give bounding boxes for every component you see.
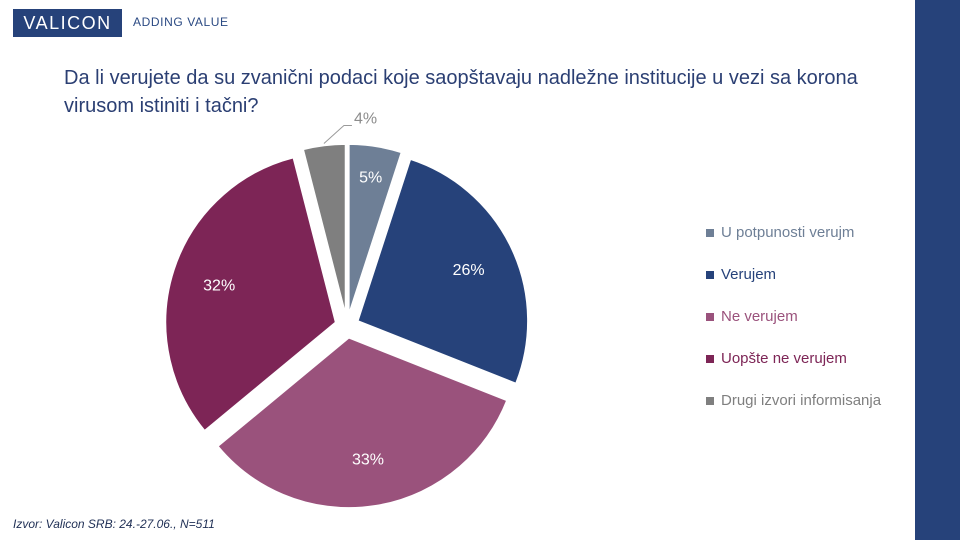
- chart-question-title: Da li verujete da su zvanični podaci koj…: [64, 67, 858, 117]
- data-label-1: 26%: [453, 262, 485, 279]
- legend-label-4: Drugi izvori informisanja: [721, 392, 882, 409]
- legend-item-1: Verujem: [706, 264, 906, 285]
- legend-swatch-0: [706, 229, 714, 237]
- legend-swatch-1: [706, 271, 714, 279]
- data-label-2: 33%: [352, 452, 384, 469]
- legend-label-3: Uopšte ne verujem: [721, 350, 847, 367]
- legend-label-0: U potpunosti verujm: [721, 224, 855, 241]
- data-label-4: 4%: [354, 110, 377, 127]
- data-label-3: 32%: [203, 277, 235, 294]
- pie-slice-0: [348, 143, 403, 315]
- pie-slice-3: [164, 156, 337, 432]
- side-accent-bar: [915, 0, 960, 540]
- pie-slice-2: [216, 336, 508, 509]
- logo-text: VALICON: [23, 12, 112, 33]
- legend-swatch-3: [706, 355, 714, 363]
- legend-item-3: Uopšte ne verujem: [706, 348, 906, 369]
- legend-item-4: Drugi izvori informisanja: [706, 390, 906, 411]
- legend-item-2: Ne verujem: [706, 306, 906, 327]
- valicon-logo: VALICON: [13, 9, 122, 37]
- legend-label-2: Ne verujem: [721, 308, 798, 325]
- chart-legend: U potpunosti verujm Verujem Ne verujem Uopš…: [706, 222, 906, 432]
- tagline: ADDING VALUE: [133, 15, 229, 29]
- legend-item-0: U potpunosti verujm: [706, 222, 906, 243]
- legend-swatch-4: [706, 397, 714, 405]
- legend-label-1: Verujem: [721, 266, 777, 283]
- data-label-0: 5%: [359, 169, 382, 186]
- leader-line-4: [323, 124, 352, 144]
- source-footnote: Izvor: Valicon SRB: 24.-27.06., N=511: [13, 517, 215, 531]
- pie-slice-1: [356, 158, 529, 385]
- legend-swatch-2: [706, 313, 714, 321]
- pie-slice-4: [302, 143, 347, 315]
